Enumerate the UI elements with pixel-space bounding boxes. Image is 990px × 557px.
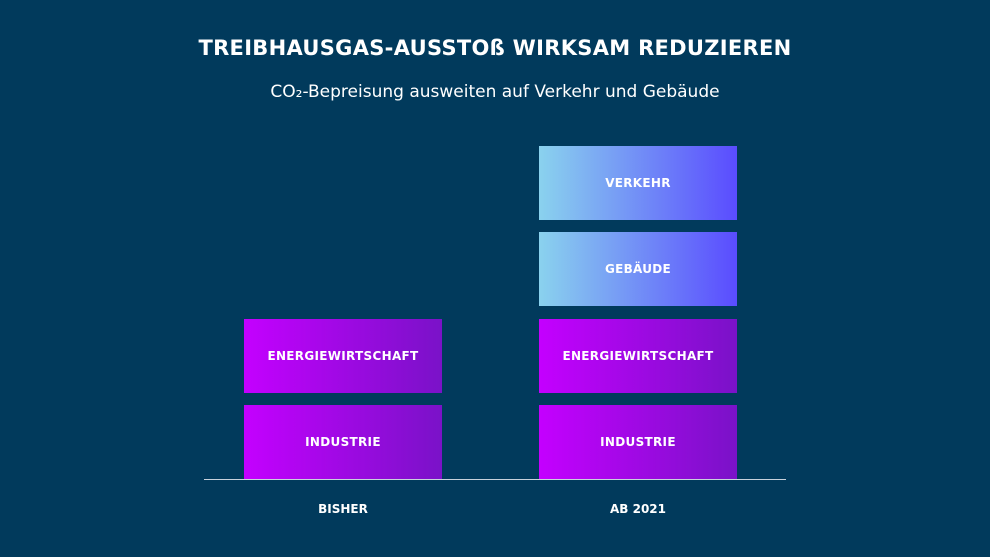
block-bisher-energiewirtschaft: ENERGIEWIRTSCHAFT xyxy=(244,319,442,393)
block-ab2021-energiewirtschaft: ENERGIEWIRTSCHAFT xyxy=(539,319,737,393)
block-ab2021-industrie: INDUSTRIE xyxy=(539,405,737,479)
page-subtitle: CO₂-Bepreisung ausweiten auf Verkehr und… xyxy=(270,82,720,102)
block-ab2021-verkehr: VERKEHR xyxy=(539,146,737,220)
block-ab2021-gebaeude: GEBÄUDE xyxy=(539,232,737,306)
page-title: TREIBHAUSGAS-AUSSTOß WIRKSAM REDUZIEREN xyxy=(198,36,792,60)
column-label-ab2021: AB 2021 xyxy=(609,502,666,516)
block-bisher-industrie: INDUSTRIE xyxy=(244,405,442,479)
baseline xyxy=(204,479,786,480)
column-label-bisher: BISHER xyxy=(318,502,368,516)
